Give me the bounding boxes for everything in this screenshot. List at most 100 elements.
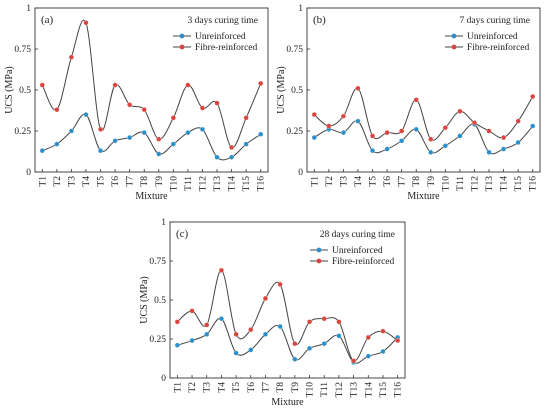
- x-tick-label: T3: [67, 176, 77, 187]
- x-tick-label: T8: [140, 176, 150, 187]
- data-point: [369, 133, 376, 139]
- data-point: [39, 82, 45, 88]
- data-point: [97, 126, 104, 132]
- legend-marker: [451, 44, 457, 50]
- data-point: [170, 141, 176, 147]
- x-tick-label: T15: [242, 176, 252, 192]
- x-tick-label: T10: [306, 382, 316, 398]
- data-point: [199, 126, 206, 132]
- data-point: [457, 108, 463, 114]
- chart-panel-2: 0 0.25 0.5 0.75 1 T1 T2 T3 T4 T5 T6 T7 T8 T9 T10 T11 T12…: [276, 4, 541, 202]
- x-axis-title: Mixture: [407, 191, 440, 202]
- legend-marker: [179, 33, 185, 39]
- legend-label: Unreinforced: [467, 31, 518, 42]
- data-point: [141, 107, 147, 113]
- data-point: [380, 328, 386, 334]
- data-point: [54, 107, 60, 113]
- data-point: [530, 123, 536, 129]
- data-point: [395, 338, 401, 344]
- x-tick-label: T7: [398, 176, 408, 187]
- x-tick-label: T9: [427, 176, 437, 187]
- data-point: [340, 130, 346, 136]
- legend-marker: [179, 44, 185, 50]
- x-tick-label: T11: [320, 382, 330, 397]
- data-point: [262, 295, 269, 301]
- legend-label: Unreinforced: [195, 31, 246, 42]
- data-point: [229, 144, 235, 150]
- data-point: [258, 80, 264, 86]
- data-point: [185, 82, 191, 88]
- x-tick-label: T13: [213, 176, 223, 192]
- data-point: [127, 135, 133, 141]
- x-tick-label: T5: [369, 176, 379, 187]
- x-tick-label: T7: [126, 176, 136, 187]
- data-point: [156, 136, 162, 142]
- x-tick-label: T8: [276, 382, 286, 393]
- x-tick-label: T6: [111, 176, 121, 187]
- data-point: [399, 138, 405, 144]
- legend-label: Fibre-reinforced: [332, 256, 394, 267]
- data-point: [501, 146, 507, 152]
- legend-marker: [451, 33, 457, 39]
- data-point: [457, 133, 463, 139]
- data-point: [306, 345, 313, 351]
- data-point: [365, 334, 371, 340]
- data-point: [218, 267, 224, 273]
- data-point: [380, 348, 386, 355]
- panel-label: (a): [41, 14, 54, 26]
- x-tick-label: T12: [198, 176, 208, 192]
- y-tick-label: 0.75: [286, 45, 303, 55]
- data-point: [311, 112, 317, 118]
- y-axis-title: UCS (MPa): [276, 66, 287, 114]
- y-tick-label: 0.75: [14, 45, 31, 55]
- data-point: [39, 148, 45, 154]
- data-point: [326, 123, 332, 129]
- data-point: [97, 148, 104, 154]
- x-tick-label: T8: [412, 176, 422, 187]
- data-point: [530, 94, 536, 100]
- data-point: [355, 85, 361, 91]
- data-point: [229, 154, 235, 160]
- x-tick-label: T16: [394, 382, 404, 398]
- x-tick-label: T5: [232, 382, 242, 393]
- data-point: [351, 358, 357, 364]
- y-tick-label: 1: [26, 4, 31, 14]
- data-point: [141, 130, 147, 136]
- chart-subtitle: 28 days curing time: [320, 230, 395, 240]
- data-point: [258, 131, 264, 137]
- x-tick-label: T4: [354, 176, 364, 187]
- data-point: [369, 148, 376, 154]
- x-tick-label: T6: [383, 176, 393, 187]
- data-point: [277, 281, 283, 287]
- data-point: [413, 126, 419, 132]
- x-tick-label: T13: [350, 382, 360, 398]
- data-point: [248, 347, 254, 353]
- data-point: [277, 323, 283, 330]
- x-tick-label: T4: [82, 176, 92, 187]
- panel-label: (c): [176, 228, 189, 240]
- data-point: [501, 135, 507, 141]
- y-tick-label: 0.25: [286, 127, 303, 137]
- data-point: [68, 54, 74, 60]
- y-tick-label: 1: [161, 218, 166, 228]
- data-point: [112, 82, 118, 88]
- data-point: [515, 139, 521, 146]
- x-tick-label: T4: [217, 382, 227, 393]
- x-tick-label: T11: [456, 176, 466, 191]
- x-tick-label: T2: [53, 176, 63, 187]
- data-point: [384, 146, 390, 152]
- y-axis-title: UCS (MPa): [139, 276, 150, 324]
- data-point: [174, 319, 180, 325]
- data-point: [233, 350, 239, 356]
- data-point: [321, 341, 327, 347]
- data-point: [355, 118, 361, 124]
- data-point: [384, 130, 390, 136]
- y-tick-label: 0.5: [19, 86, 31, 96]
- x-tick-label: T1: [310, 176, 320, 187]
- y-tick-label: 1: [298, 4, 303, 14]
- y-tick-label: 0.5: [154, 296, 166, 306]
- series-line-unreinforced: [42, 113, 261, 161]
- data-point: [233, 331, 239, 337]
- data-point: [174, 342, 180, 348]
